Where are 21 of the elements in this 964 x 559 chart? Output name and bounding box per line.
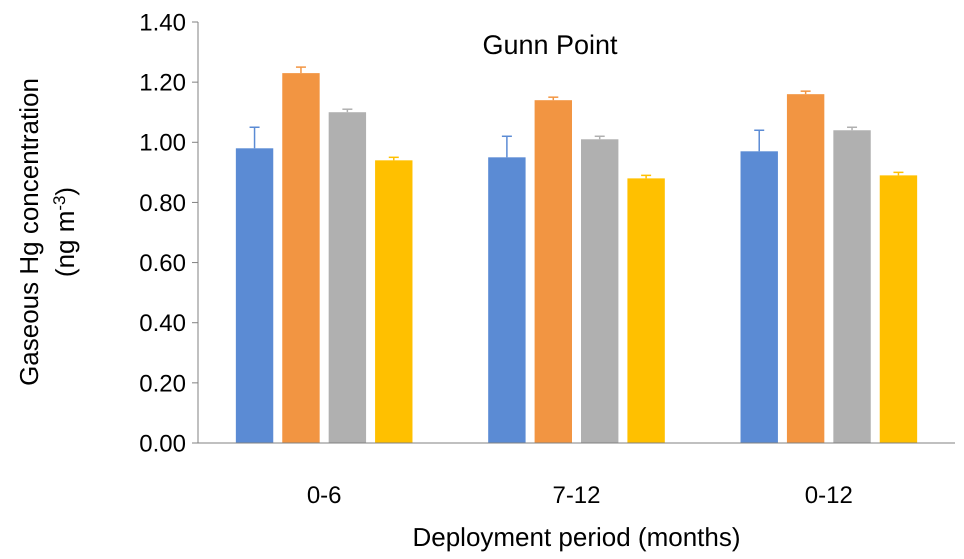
y-tick-label: 1.40: [139, 9, 186, 36]
y-tick-label: 0.80: [139, 190, 186, 217]
bar: [880, 175, 918, 443]
chart-title: Gunn Point: [482, 30, 618, 60]
y-tick-label: 0.60: [139, 250, 186, 277]
bar: [627, 178, 665, 443]
bar: [534, 100, 572, 443]
x-axis-title: Deployment period (months): [412, 522, 741, 552]
y-tick-label: 1.00: [139, 130, 186, 157]
x-tick-label: 0-12: [804, 482, 853, 509]
x-tick-label: 7-12: [552, 482, 601, 509]
x-tick-label: 0-6: [306, 482, 342, 509]
y-tick-label: 0.40: [139, 310, 186, 338]
y-tick-label: 0.20: [139, 370, 186, 398]
bar: [581, 139, 618, 443]
bar: [328, 112, 366, 443]
bar: [375, 160, 412, 443]
bar: [786, 94, 824, 443]
y-tick-label: 1.20: [139, 70, 186, 97]
y-tick-label: 0.00: [139, 430, 186, 458]
bar: [833, 130, 871, 443]
